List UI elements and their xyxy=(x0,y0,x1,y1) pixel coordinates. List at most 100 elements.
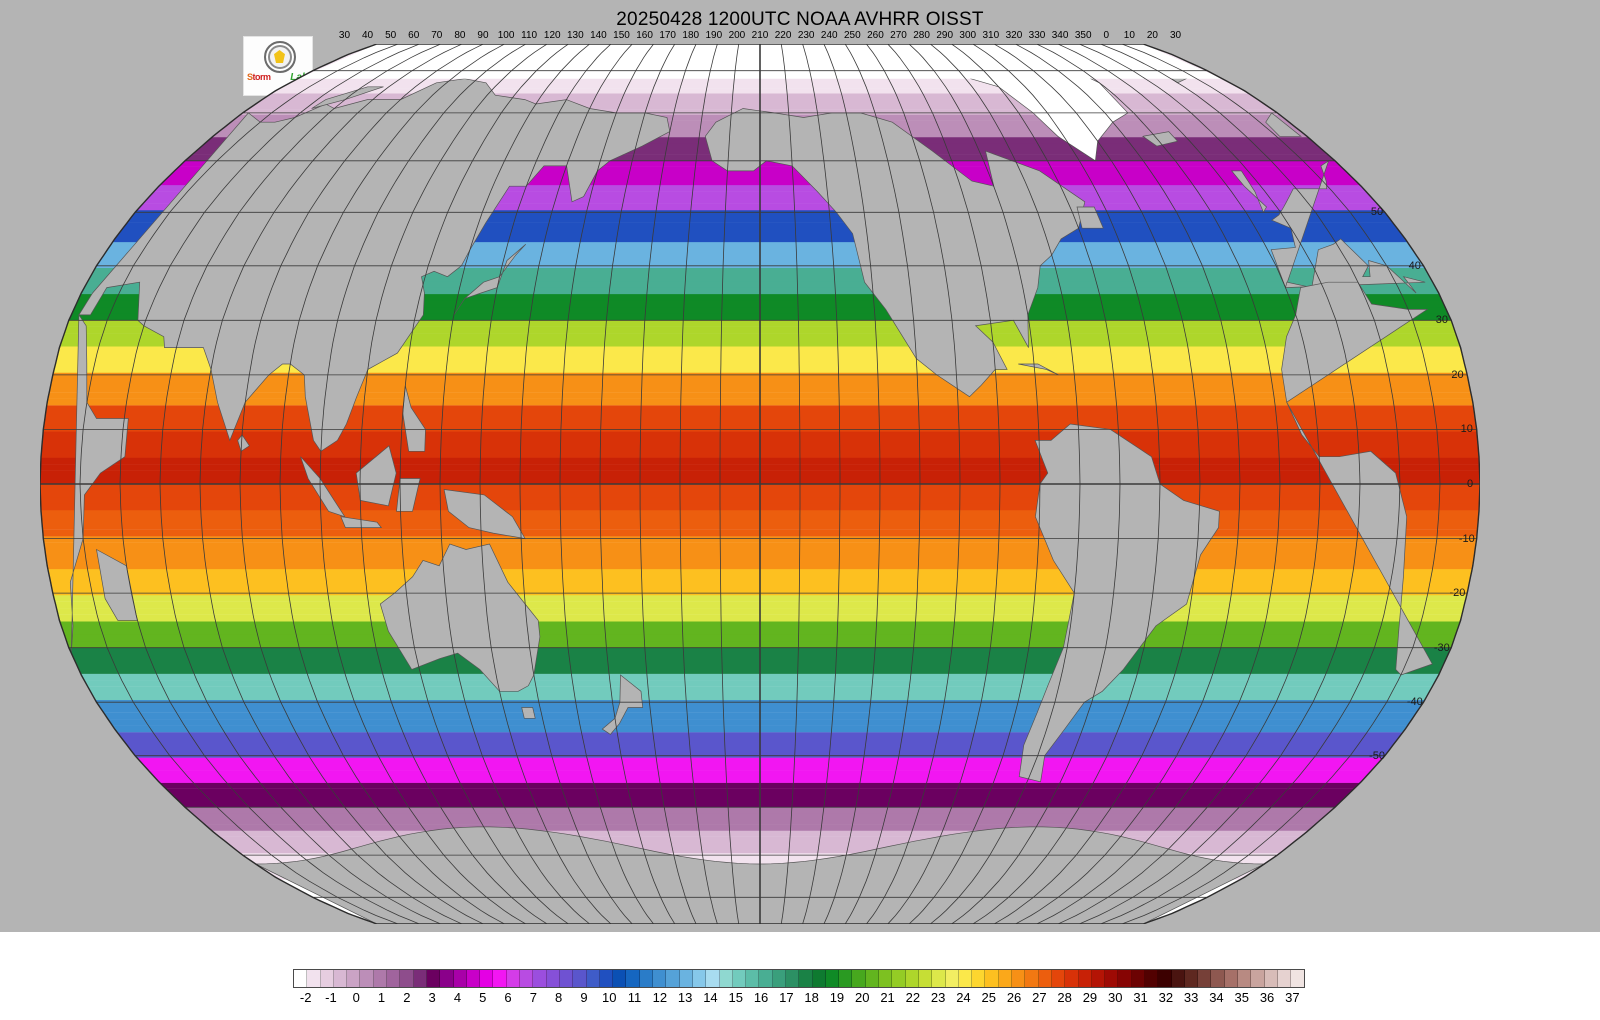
longitude-tick-label: 0 xyxy=(1103,30,1110,41)
graticule-line xyxy=(1057,44,1321,924)
colorbar-swatch xyxy=(706,970,720,987)
graticule-line xyxy=(1100,44,1401,924)
world-sst-map[interactable]: 50403020100-10-20-30-40-506050403020100-… xyxy=(40,44,1480,924)
landmass-madagascar xyxy=(96,548,138,621)
landmass-borneo xyxy=(355,445,397,507)
colorbar-swatch xyxy=(546,970,560,987)
landmass-africa xyxy=(69,313,129,654)
colorbar-swatch xyxy=(746,970,760,987)
colorbar-swatch xyxy=(559,970,574,987)
colorbar-swatch xyxy=(1025,970,1039,987)
longitude-tick-label: 30 xyxy=(338,30,351,41)
colorbar-swatch xyxy=(865,970,880,987)
colorbar-swatch xyxy=(307,970,321,987)
longitude-tick-label: 90 xyxy=(477,30,489,41)
colorbar-swatch xyxy=(1118,970,1132,987)
longitude-tick-label: 220 xyxy=(774,30,792,41)
landmass-eurasia xyxy=(1265,112,1302,137)
page-title: 20250428 1200UTC NOAA AVHRR OISST xyxy=(616,9,984,30)
colorbar-tick-label: 23 xyxy=(930,990,946,1005)
colorbar-tick-label: 8 xyxy=(555,990,563,1005)
graticule-layer xyxy=(40,44,1480,924)
graticule-line xyxy=(844,44,921,924)
colorbar-tick-label: 11 xyxy=(627,990,642,1005)
landmass-eurasia xyxy=(1270,159,1330,289)
graticule-line xyxy=(679,44,718,924)
colorbar-swatch xyxy=(879,970,893,987)
longitude-tick-label: 70 xyxy=(431,30,443,41)
longitude-tick-label: 210 xyxy=(751,30,769,41)
longitude-tick-label: 280 xyxy=(913,30,930,41)
colorbar-tick-label: 2 xyxy=(403,990,411,1005)
colorbar-swatch xyxy=(1211,970,1225,987)
graticule-line xyxy=(866,44,961,924)
longitude-tick-label: 250 xyxy=(843,30,861,41)
map-canvas[interactable] xyxy=(40,44,1480,924)
longitude-tick-label: 320 xyxy=(1005,30,1023,41)
longitude-tick-label: 240 xyxy=(820,30,838,41)
longitude-tick-label: 310 xyxy=(982,30,1000,41)
colorbar-swatch xyxy=(972,970,986,987)
graticule-line xyxy=(802,44,841,924)
graticule-line xyxy=(319,44,527,924)
latitude-tick-label: 20 xyxy=(1451,368,1464,381)
colorbar-swatch xyxy=(1264,970,1278,987)
longitude-tick-label: 20 xyxy=(1146,30,1158,41)
colorbar-swatch xyxy=(586,970,600,987)
colorbar-swatch xyxy=(1131,970,1145,987)
graticule-line xyxy=(199,44,463,924)
colorbar-swatch xyxy=(892,970,906,987)
graticule-line xyxy=(359,44,548,924)
sst-colorbar[interactable]: -2 -1 0 1 2 3 4 5 6 7 8 9 10 11 12 13 14 15 16 17 18 19 20 21 22… xyxy=(293,969,1305,1014)
colorbar-swatch xyxy=(613,970,627,987)
colorbar-tick-label: 18 xyxy=(804,990,819,1005)
longitude-tick-label: 330 xyxy=(1028,30,1046,41)
graticule-line xyxy=(439,44,590,924)
longitude-tick-label: 80 xyxy=(454,30,466,41)
longitude-tick-label: 60 xyxy=(408,30,420,41)
colorbar-swatch xyxy=(320,970,334,987)
landmass-nguinea xyxy=(443,489,526,540)
colorbar-swatch xyxy=(812,970,826,987)
colorbar-swatch xyxy=(1184,970,1199,987)
colorbar-swatch xyxy=(626,970,640,987)
colorbar-swatch xyxy=(985,970,999,987)
colorbar-swatch xyxy=(1012,970,1026,987)
latitude-tick-label: -20 xyxy=(1449,587,1466,600)
colorbar-swatch xyxy=(839,970,853,987)
colorbar-tick-label: 25 xyxy=(981,990,996,1005)
colorbar-tick-label: 15 xyxy=(728,990,743,1005)
colorbar-tick-label: 1 xyxy=(377,990,386,1005)
graticule-line xyxy=(279,44,505,924)
colorbar-tick-label: 24 xyxy=(956,990,971,1005)
graticule-line xyxy=(159,44,441,924)
colorbar-swatch xyxy=(480,970,494,987)
colorbar-swatch xyxy=(653,970,667,987)
latitude-tick-label: -10 xyxy=(1458,532,1475,545)
colorbar-swatch xyxy=(1065,970,1079,987)
colorbar-tick-label: 12 xyxy=(652,990,668,1005)
colorbar-swatch xyxy=(360,970,374,987)
landmass-iceland xyxy=(1142,131,1179,147)
colorbar-swatch xyxy=(1078,970,1092,987)
latitude-tick-label: -50 xyxy=(1369,749,1385,762)
colorbar-swatch xyxy=(533,970,547,987)
colorbar-swatch xyxy=(599,970,614,987)
graticule-line xyxy=(1015,44,1241,924)
colorbar-tick-label: -2 xyxy=(299,990,312,1005)
seal-icon xyxy=(264,41,296,73)
longitude-tick-label: 10 xyxy=(1123,30,1135,41)
longitude-tick-label: 30 xyxy=(1169,30,1182,41)
colorbar-swatches[interactable] xyxy=(293,969,1305,988)
latitude-tick-label: 10 xyxy=(1460,423,1473,436)
colorbar-tick-label: 21 xyxy=(880,990,895,1005)
longitude-tick-label: 50 xyxy=(385,30,397,41)
landmass-sulawesi xyxy=(396,478,421,512)
landmass-namerica xyxy=(704,108,1086,398)
colorbar-swatch xyxy=(506,970,521,987)
graticule-line xyxy=(79,44,399,924)
latitude-tick-label: 0 xyxy=(1466,478,1474,490)
colorbar-swatch xyxy=(294,970,308,987)
colorbar-tick-label: 20 xyxy=(855,990,870,1005)
